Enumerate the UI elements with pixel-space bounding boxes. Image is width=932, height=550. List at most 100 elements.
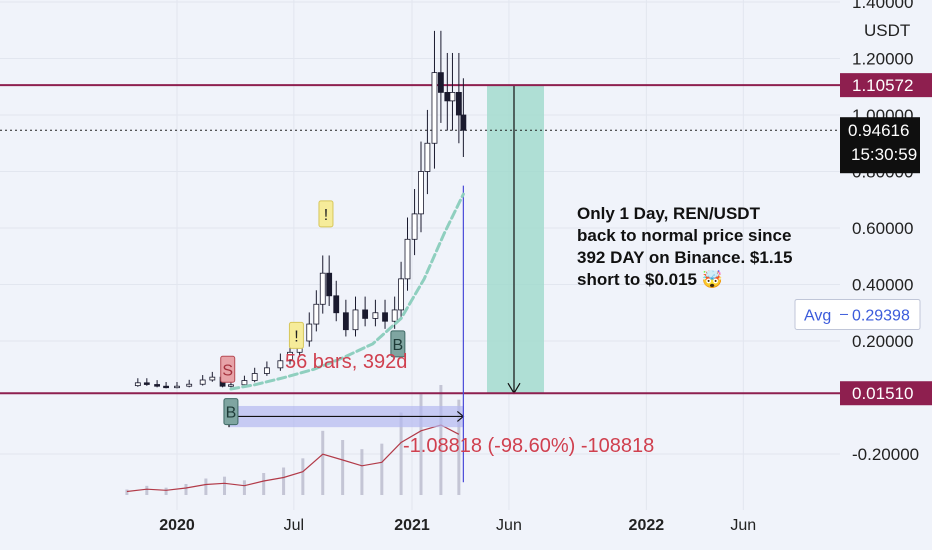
moving-average-line (229, 192, 465, 391)
signal-marker-label: B (226, 405, 237, 422)
currency-label: USDT (864, 21, 910, 40)
candle-up (186, 383, 193, 387)
annotation-line-3: 392 DAY on Binance. $1.15 (577, 248, 792, 267)
range-label: 56 bars, 392d (285, 351, 407, 373)
price-tick-label: 0.60000 (852, 219, 913, 238)
candle-up (398, 278, 404, 311)
avg-box (794, 298, 921, 330)
signal-marker-box (220, 355, 236, 383)
candle-up (313, 303, 320, 325)
candle-down (342, 312, 349, 331)
volume-bar (204, 478, 208, 495)
level-price-label: 0.01510 (852, 384, 913, 403)
candle-up (287, 351, 293, 362)
candles (134, 30, 467, 389)
signal-marker-box (390, 330, 406, 358)
signal-marker-alert[interactable]: ! (318, 200, 334, 228)
candle-up (411, 213, 418, 240)
annotation-line-1: Only 1 Day, REN/USDT (577, 204, 761, 223)
time-tick-label: Jun (496, 517, 522, 534)
level-price-box (840, 73, 932, 98)
volume-bar (380, 443, 384, 495)
candle-down (326, 272, 333, 297)
candle-down (154, 384, 160, 387)
volume-bar (145, 485, 149, 495)
last-price-box (840, 117, 920, 174)
candle-up (418, 171, 424, 215)
price-tick-label: 0.20000 (852, 332, 913, 351)
volume-bar (282, 467, 286, 495)
time-tick-label: Jul (284, 517, 304, 534)
candle-down (460, 114, 467, 131)
signal-marker-alert[interactable]: ! (288, 321, 304, 349)
candle-up (306, 323, 313, 342)
candle-down (163, 385, 169, 389)
annotation-line-2: back to normal price since (577, 226, 791, 245)
volume-bar (457, 399, 461, 495)
signal-marker-label: ! (294, 328, 298, 345)
candle-down (143, 382, 150, 385)
candle-down (362, 309, 369, 319)
price-tick-label: 1.20000 (852, 50, 913, 69)
avg-value-label: 0.29398 (852, 307, 910, 324)
time-tick-label: 2022 (629, 517, 665, 534)
signal-marker-label: S (222, 362, 233, 379)
volume-bar (262, 473, 266, 495)
candle-down (437, 72, 444, 93)
volume-average-line (126, 424, 460, 493)
signal-marker-b[interactable]: B (223, 398, 239, 426)
candle-up (372, 312, 379, 319)
volume-bar (419, 394, 423, 495)
candle-up (424, 142, 431, 172)
candle-up (352, 309, 359, 331)
candle-up (263, 367, 270, 374)
volume-bar (125, 489, 129, 495)
candle-down (333, 295, 340, 314)
time-axis[interactable] (0, 510, 840, 550)
time-tick-label: 2021 (394, 517, 430, 534)
candle-up (251, 373, 258, 381)
level-price-label: 1.10572 (852, 76, 913, 95)
candle-down (444, 92, 451, 102)
candle-down (455, 92, 462, 116)
annotation-line-4: short to $0.015 🤯 (577, 269, 723, 289)
signal-marker-s[interactable]: S (220, 355, 236, 383)
signal-marker-b[interactable]: B (390, 330, 406, 358)
volume-bar (321, 430, 325, 495)
candle-up (431, 72, 438, 144)
signal-marker-box (318, 200, 334, 228)
signal-marker-box (288, 321, 304, 349)
volume-bar (341, 440, 345, 495)
volume-bar (242, 480, 246, 495)
price-tick-label: -0.20000 (852, 445, 919, 464)
short-position-box (487, 85, 544, 394)
level-price-box (840, 381, 932, 406)
candle-up (391, 309, 398, 322)
last-price-label: 0.94616 (848, 121, 909, 140)
price-tick-label: 1.40000 (852, 0, 913, 12)
volume-bar (439, 385, 443, 495)
volume-bar (184, 484, 188, 495)
candle-up (228, 384, 234, 387)
candle-up (174, 385, 180, 389)
candle-up (277, 360, 284, 369)
time-tick-label: Jun (730, 517, 756, 534)
candle-up (209, 376, 216, 381)
volume-bars (125, 385, 461, 495)
candle-up (449, 92, 456, 102)
candle-down (382, 312, 388, 322)
countdown-label: 15:30:59 (851, 145, 917, 164)
volume-bar (301, 458, 305, 495)
time-tick-label: 2020 (159, 517, 195, 534)
signal-marker-box (223, 398, 239, 426)
avg-label: Avg (804, 307, 831, 324)
measure-label: -1.08818 (-98.60%) -108818 (403, 435, 654, 457)
volume-bar (399, 412, 403, 495)
price-tick-label: 0.40000 (852, 276, 913, 295)
candle-up (404, 238, 411, 280)
candle-up (199, 379, 206, 385)
signal-marker-label: ! (324, 207, 328, 224)
volume-bar (223, 476, 227, 495)
